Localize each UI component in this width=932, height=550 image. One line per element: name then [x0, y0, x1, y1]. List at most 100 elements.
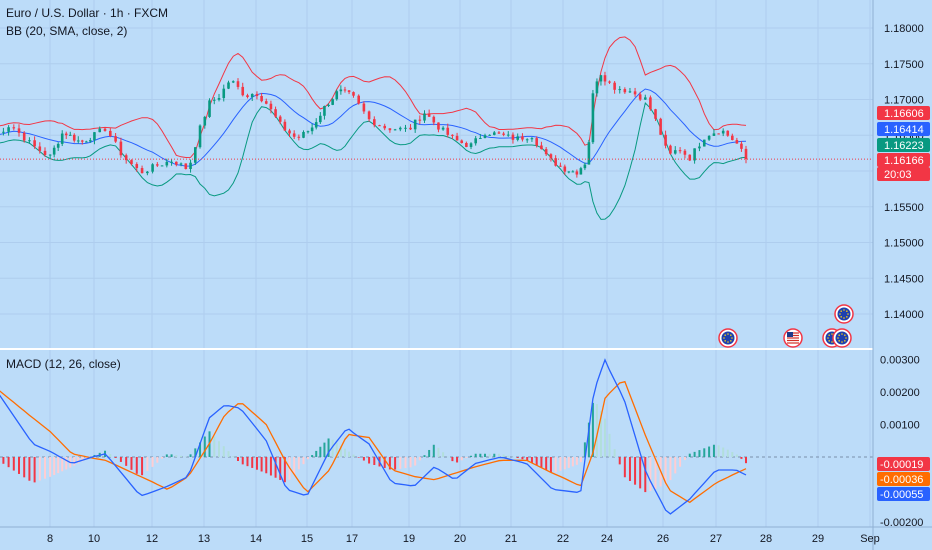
candle-body [198, 125, 202, 148]
eu-flag-icon[interactable] [832, 328, 852, 348]
candle-body [521, 136, 524, 140]
candle-body [649, 97, 652, 110]
macd-histogram-bar [125, 457, 128, 466]
candle-body [688, 154, 692, 161]
macd-histogram-bar [549, 457, 552, 473]
time-axis[interactable]: 8 10 12 13 14 15 17 19 20 21 22 24 26 27 28 29 Sep [47, 533, 880, 545]
macd-histogram-bar [352, 454, 355, 457]
eu-flag-star [846, 316, 848, 318]
macd-histogram-bar [135, 457, 138, 474]
macd-histogram-bar [119, 457, 122, 462]
candle-body [175, 161, 178, 165]
candle-body [33, 140, 36, 147]
candle-body [28, 140, 31, 142]
candle-body [246, 95, 249, 98]
price-tick-label: 1.17000 [884, 95, 924, 107]
eu-flag-icon[interactable] [834, 304, 854, 324]
macd-histogram-bar [644, 457, 647, 493]
macd-histogram-bar [343, 448, 346, 457]
macd-pane [0, 358, 873, 515]
macd-histogram-bar [323, 442, 326, 457]
candle-body [48, 154, 52, 156]
eu-flag-star [723, 337, 725, 339]
macd-histogram-bar [502, 454, 505, 457]
candle-body [140, 168, 144, 174]
candle-body [599, 75, 603, 82]
candle-body [68, 134, 72, 136]
price-badge [877, 167, 930, 181]
candle-body [492, 132, 496, 135]
macd-histogram-bar [488, 453, 491, 457]
macd-histogram-bar [483, 453, 486, 457]
price-tick-label: 1.17500 [884, 59, 924, 71]
time-tick-label: 15 [301, 533, 313, 545]
macd-histogram-bar [227, 451, 230, 457]
candle-body [488, 134, 491, 136]
candle-body [502, 133, 505, 135]
macd-indicator-label[interactable]: MACD (12, 26, close) [6, 357, 121, 371]
macd-histogram-bar [156, 457, 159, 463]
candle-body [726, 130, 730, 136]
candle-body [554, 158, 557, 166]
eu-flag-icon[interactable] [718, 328, 738, 348]
time-tick-label: 22 [557, 533, 569, 545]
candle-body [343, 89, 347, 91]
macd-histogram-bar [73, 457, 76, 466]
economic-events[interactable] [718, 304, 854, 348]
candle-body [327, 104, 330, 106]
candle-body [540, 145, 543, 150]
macd-histogram-bar [130, 457, 133, 470]
macd-histogram-bar [618, 457, 621, 465]
macd-tick-label: 0.00300 [880, 355, 920, 367]
candle-body [114, 136, 117, 142]
time-tick-label: 28 [760, 533, 772, 545]
eu-flag-star [828, 334, 830, 336]
macd-histogram-bar [740, 457, 743, 459]
time-tick-label: 24 [601, 533, 613, 545]
candle-body [693, 148, 696, 161]
us-flag-icon[interactable] [783, 328, 803, 348]
price-tick-label: 1.14500 [884, 273, 924, 285]
eu-flag-star [839, 313, 841, 315]
macd-histogram-bar [418, 457, 421, 461]
candle-body [717, 133, 720, 135]
macd-histogram-bar [232, 456, 235, 457]
macd-axis[interactable]: 0.00300 0.00200 0.00100 -0.00200 -0.00019 -0.… [877, 355, 930, 530]
eu-flag-star [831, 333, 833, 335]
candle-body [297, 136, 301, 138]
candle-body [43, 150, 47, 155]
macd-badge [877, 487, 930, 501]
bb-indicator-label[interactable]: BB (20, SMA, close, 2) [6, 24, 128, 38]
macd-histogram-bar [442, 452, 445, 457]
candle-body [72, 134, 76, 141]
macd-histogram-bar [745, 457, 747, 464]
candle-body [319, 115, 322, 123]
macd-histogram-bar [474, 453, 477, 457]
macd-histogram-bar [319, 446, 322, 457]
macd-histogram-bar [639, 457, 642, 489]
symbol-title[interactable]: Euro / U.S. Dollar · 1h · FXCM [6, 6, 169, 20]
candle-body [744, 148, 748, 160]
macd-histogram-bar [399, 457, 402, 469]
candle-body [643, 97, 647, 100]
macd-histogram-bar [348, 451, 351, 457]
macd-tick-label: 0.00100 [880, 420, 920, 432]
candle-body [506, 134, 510, 136]
macd-histogram-bar [654, 457, 657, 489]
candle-body [530, 138, 534, 140]
macd-badge-label: -0.00019 [880, 459, 923, 471]
candle-body [613, 82, 616, 90]
eu-flag-star [827, 337, 829, 339]
price-badge-label: 1.16223 [884, 140, 924, 152]
macd-histogram-bar [511, 456, 514, 458]
eu-flag-star [843, 309, 845, 311]
macd-histogram-bar [180, 455, 183, 457]
macd-histogram-bar [81, 457, 84, 462]
time-tick-label: 17 [346, 533, 358, 545]
candle-body [264, 101, 268, 104]
macd-histogram-bar [516, 457, 519, 459]
macd-histogram-bar [735, 454, 738, 457]
price-axis[interactable]: 1.180001.175001.170001.165001.160001.155… [877, 23, 930, 321]
candle-body [465, 143, 468, 147]
